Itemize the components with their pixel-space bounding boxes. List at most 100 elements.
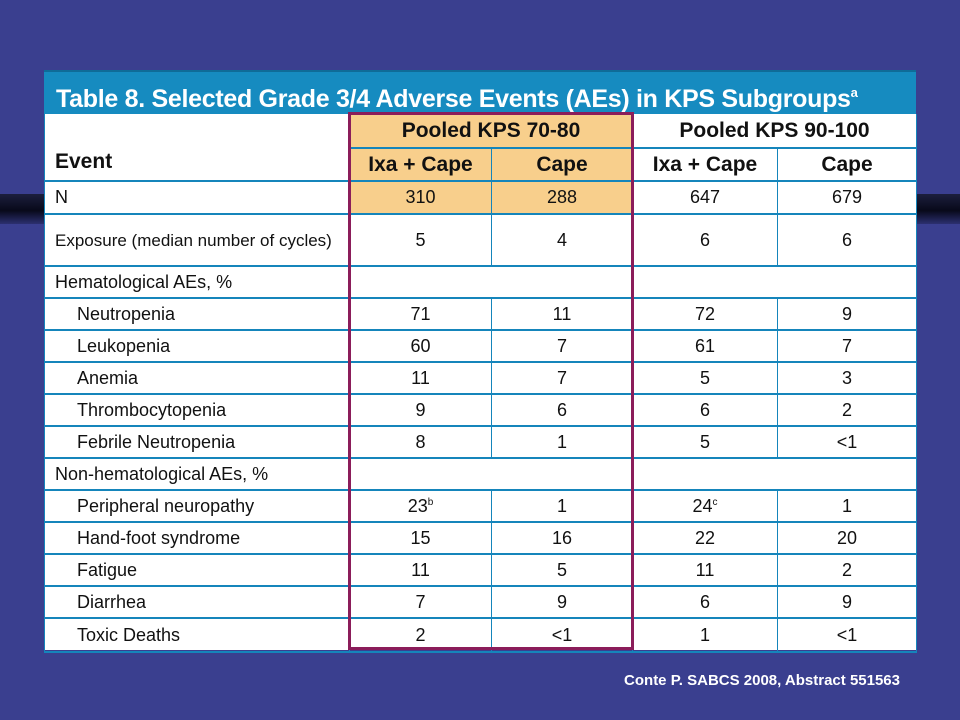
- table-row: Toxic Deaths 2 <1 1 <1: [44, 618, 917, 653]
- cell-value: 61: [632, 330, 778, 363]
- cell-value: <1: [777, 618, 917, 653]
- row-label: Febrile Neutropenia: [44, 426, 350, 459]
- cell-number: 23: [407, 495, 428, 516]
- col-header-cape-90-100: Cape: [777, 148, 917, 182]
- cell-value: 6: [777, 214, 917, 267]
- cell-value: 9: [777, 586, 917, 619]
- section-label: Non-hematological AEs, %: [44, 458, 350, 491]
- table-row: Peripheral neuropathy 23b 1 24c 1: [44, 490, 917, 523]
- row-label: N: [44, 181, 350, 215]
- col-header-ixa-cape-70-80: Ixa + Cape: [349, 148, 492, 182]
- cell-value: 1: [777, 490, 917, 523]
- decorative-band-right: [916, 194, 960, 224]
- cell-value: 310: [349, 181, 492, 215]
- table-row: Hand-foot syndrome 15 16 22 20: [44, 522, 917, 555]
- cell-value: 11: [632, 554, 778, 587]
- cell-value: <1: [491, 618, 633, 653]
- section-spacer: [632, 266, 917, 299]
- cell-value: 9: [349, 394, 492, 427]
- cell-value: 5: [491, 554, 633, 587]
- cell-value: 60: [349, 330, 492, 363]
- table-row: Thrombocytopenia 9 6 6 2: [44, 394, 917, 427]
- cell-value: 2: [777, 554, 917, 587]
- cell-value: 1: [632, 618, 778, 653]
- cell-value: 6: [491, 394, 633, 427]
- row-label: Toxic Deaths: [44, 618, 350, 653]
- cell-value: 6: [632, 214, 778, 267]
- header-row-groups: Event Pooled KPS 70-80 Pooled KPS 90-100: [44, 114, 917, 182]
- row-label: Hand-foot syndrome: [44, 522, 350, 555]
- table-row: Neutropenia 71 11 72 9: [44, 298, 917, 331]
- cell-value: <1: [777, 426, 917, 459]
- cell-value: 11: [349, 362, 492, 395]
- col-header-ixa-cape-90-100: Ixa + Cape: [632, 148, 778, 182]
- section-spacer: [349, 266, 633, 299]
- cell-value: 288: [491, 181, 633, 215]
- table-title: Table 8. Selected Grade 3/4 Adverse Even…: [44, 70, 916, 114]
- cell-value: 7: [491, 330, 633, 363]
- cell-value: 2: [777, 394, 917, 427]
- cell-value: 5: [632, 362, 778, 395]
- table-row: N 310 288 647 679: [44, 181, 917, 215]
- cell-value: 16: [491, 522, 633, 555]
- row-label: Leukopenia: [44, 330, 350, 363]
- cell-value: 5: [632, 426, 778, 459]
- cell-value: 2: [349, 618, 492, 653]
- footnote-marker: b: [427, 496, 434, 508]
- footnote-marker: c: [712, 496, 718, 508]
- cell-value: 8: [349, 426, 492, 459]
- row-label: Exposure (median number of cycles): [44, 214, 350, 267]
- row-label: Neutropenia: [44, 298, 350, 331]
- cell-value: 72: [632, 298, 778, 331]
- table-row: Leukopenia 60 7 61 7: [44, 330, 917, 363]
- group-header-kps-90-100: Pooled KPS 90-100: [632, 114, 917, 149]
- cell-number: 24: [692, 495, 713, 516]
- row-label: Peripheral neuropathy: [44, 490, 350, 523]
- section-spacer: [632, 458, 917, 491]
- row-label: Fatigue: [44, 554, 350, 587]
- section-row: Non-hematological AEs, %: [44, 458, 917, 491]
- decorative-band-left: [0, 194, 44, 224]
- cell-value: 1: [491, 490, 633, 523]
- table-row: Anemia 11 7 5 3: [44, 362, 917, 395]
- row-label: Diarrhea: [44, 586, 350, 619]
- table-title-text: Table 8. Selected Grade 3/4 Adverse Even…: [56, 85, 851, 113]
- group-header-kps-70-80: Pooled KPS 70-80: [349, 114, 633, 149]
- cell-value: 679: [777, 181, 917, 215]
- table-row: Fatigue 11 5 11 2: [44, 554, 917, 587]
- cell-value: 6: [632, 586, 778, 619]
- cell-value: 4: [491, 214, 633, 267]
- section-row: Hematological AEs, %: [44, 266, 917, 299]
- table-row: Exposure (median number of cycles) 5 4 6…: [44, 214, 917, 267]
- cell-value: 24c: [632, 490, 778, 523]
- cell-value: 647: [632, 181, 778, 215]
- header-row-arms: Ixa + Cape Cape Ixa + Cape Cape: [45, 148, 917, 182]
- citation: Conte P. SABCS 2008, Abstract 551563: [624, 672, 900, 689]
- adverse-events-table: Event Pooled KPS 70-80 Pooled KPS 90-100…: [44, 114, 917, 653]
- cell-value: 5: [349, 214, 492, 267]
- cell-value: 7: [349, 586, 492, 619]
- cell-value: 11: [491, 298, 633, 331]
- cell-value: 23b: [349, 490, 492, 523]
- section-label: Hematological AEs, %: [44, 266, 350, 299]
- cell-value: 15: [349, 522, 492, 555]
- cell-value: 7: [491, 362, 633, 395]
- table-slide: Table 8. Selected Grade 3/4 Adverse Even…: [44, 70, 917, 653]
- cell-value: 9: [491, 586, 633, 619]
- cell-value: 6: [632, 394, 778, 427]
- title-footnote: a: [850, 85, 858, 100]
- cell-value: 71: [349, 298, 492, 331]
- cell-value: 9: [777, 298, 917, 331]
- table-row: Febrile Neutropenia 8 1 5 <1: [44, 426, 917, 459]
- table-row: Diarrhea 7 9 6 9: [44, 586, 917, 619]
- cell-value: 7: [777, 330, 917, 363]
- cell-value: 22: [632, 522, 778, 555]
- row-label: Thrombocytopenia: [44, 394, 350, 427]
- cell-value: 3: [777, 362, 917, 395]
- row-label: Anemia: [44, 362, 350, 395]
- cell-value: 20: [777, 522, 917, 555]
- event-header: Event: [44, 114, 350, 182]
- col-header-cape-70-80: Cape: [491, 148, 633, 182]
- cell-value: 1: [491, 426, 633, 459]
- cell-value: 11: [349, 554, 492, 587]
